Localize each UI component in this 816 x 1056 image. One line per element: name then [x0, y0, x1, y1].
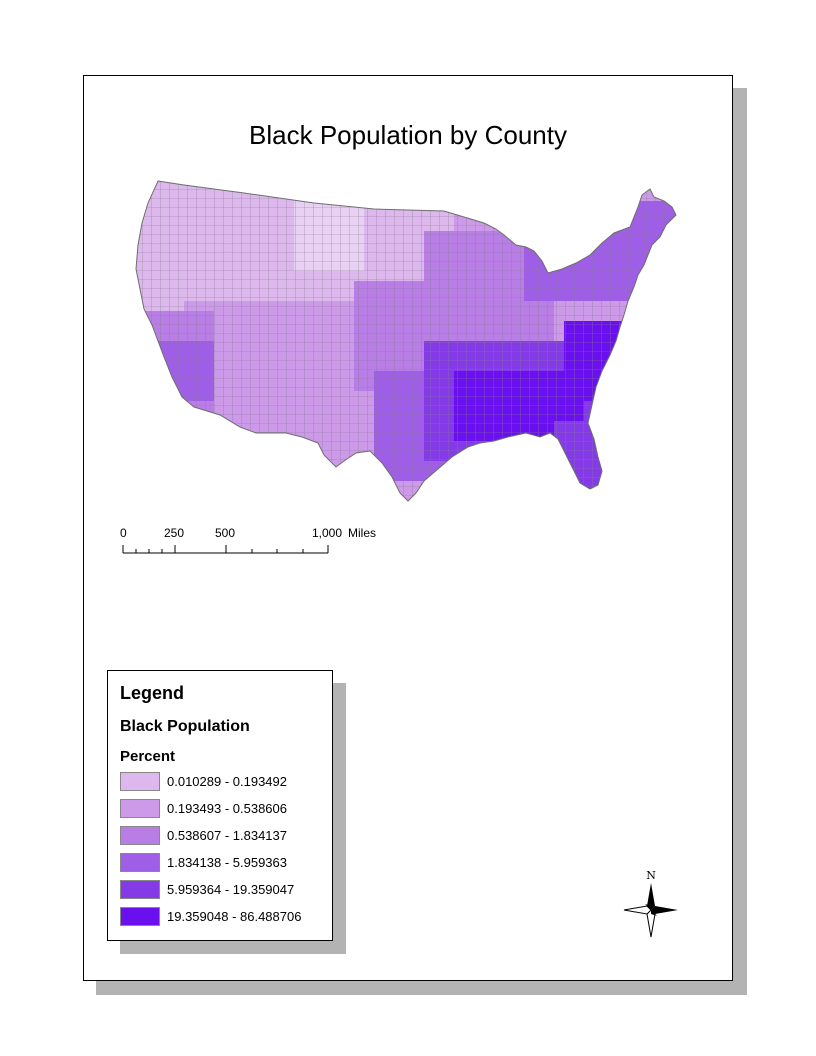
scale-bar: 0 250 500 1,000 Miles	[120, 526, 380, 566]
north-arrow-icon: N	[623, 869, 678, 938]
scale-label-500: 500	[215, 526, 236, 540]
legend-swatch	[120, 853, 160, 872]
legend-title: Legend	[120, 683, 185, 703]
legend-class-row: 5.959364 - 19.359047	[120, 880, 330, 900]
legend-field-name: Percent	[120, 748, 176, 765]
us-county-choropleth-map[interactable]	[124, 171, 684, 516]
scale-unit: Miles	[348, 526, 377, 540]
legend-class-row: 19.359048 - 86.488706	[120, 907, 330, 927]
scale-label-0: 0	[120, 526, 127, 540]
legend-class-label: 19.359048 - 86.488706	[167, 909, 302, 924]
map-title: Black Population by County	[249, 120, 567, 150]
legend-swatch	[120, 907, 160, 926]
legend-class-row: 0.538607 - 1.834137	[120, 826, 330, 846]
map-layout-page: Black Population by County	[83, 75, 733, 981]
scale-label-1000: 1,000	[312, 526, 343, 540]
legend-class-label: 0.538607 - 1.834137	[167, 828, 287, 843]
legend-class-row: 0.010289 - 0.193492	[120, 772, 330, 792]
legend-class-label: 5.959364 - 19.359047	[167, 882, 295, 897]
legend-class-label: 0.193493 - 0.538606	[167, 801, 287, 816]
legend-swatch	[120, 799, 160, 818]
legend-swatch	[120, 772, 160, 791]
legend-class-label: 0.010289 - 0.193492	[167, 774, 287, 789]
legend-layer-name: Black Population	[120, 718, 250, 735]
scale-bar-ticks	[122, 545, 329, 554]
legend-swatch	[120, 880, 160, 899]
scale-label-250: 250	[164, 526, 185, 540]
legend-class-label: 1.834138 - 5.959363	[167, 855, 287, 870]
legend-class-row: 0.193493 - 0.538606	[120, 799, 330, 819]
legend-swatch	[120, 826, 160, 845]
legend-class-row: 1.834138 - 5.959363	[120, 853, 330, 873]
north-label: N	[646, 869, 656, 882]
legend: Legend Black Population Percent 0.010289…	[107, 670, 333, 941]
us-outline	[135, 180, 677, 502]
